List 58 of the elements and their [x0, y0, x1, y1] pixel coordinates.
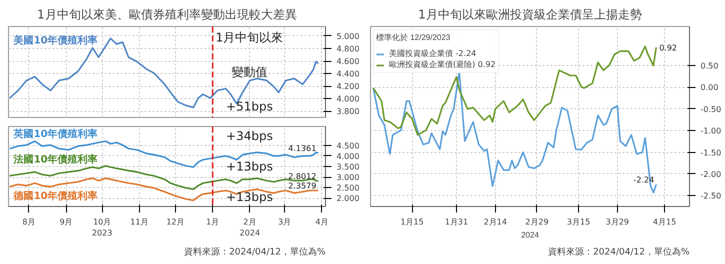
series-label: 法國10年債殖利率 [12, 154, 98, 166]
y-tick-label: 5.000 [336, 32, 360, 41]
y-tick-label: 0.50 [700, 62, 718, 71]
y-tick-label: 3.000 [336, 173, 360, 182]
y-tick-label: -0.50 [700, 104, 722, 114]
y-tick-label: 2.000 [336, 194, 360, 204]
chart-title: 1月中旬以來歐洲投資級企業債呈上揚走勢 [418, 8, 642, 22]
legend-title: 標準化於 12/29/2023 [376, 32, 452, 43]
annotation: 0.92 [659, 43, 678, 52]
x-axis-title: 2024 [521, 230, 540, 240]
y-tick-label: -1.50 [700, 148, 722, 158]
y-tick-label: -1.00 [700, 126, 722, 136]
annotation: 變動值 [231, 65, 268, 79]
y-tick-label: 0.00 [700, 83, 718, 92]
chart-title: 1月中旬以來美、歐債券殖利率變動出現較大差異 [37, 8, 297, 22]
annotation: 1月中旬以來 [216, 30, 284, 44]
legend-label: 歐洲投資級企業債(避險) 0.92 [389, 59, 496, 70]
x-tick-label: 9月 [60, 218, 73, 226]
x-tick-label: 3月 [278, 218, 292, 226]
x-tick-label: 8月 [22, 218, 36, 226]
source-note: 資料來源：2024/04/12，單位為% [184, 246, 326, 258]
x-tick-label: 3月15 [566, 218, 590, 226]
annotation: +13bps [226, 190, 273, 204]
y-tick-label: 2.500 [336, 184, 360, 193]
y-tick-label: 4.600 [336, 57, 360, 66]
annotation: 2.8012 [288, 172, 316, 182]
y-tick-label: -2.50 [700, 192, 722, 201]
x-tick-label: 12月 [166, 218, 185, 226]
x-tick-label: 4月15 [652, 218, 676, 226]
y-tick-label: 4.000 [336, 94, 360, 104]
x-tick-label: 1月31 [444, 218, 468, 226]
x-tick-label: 4月 [315, 218, 328, 226]
annotation: 2.3579 [288, 182, 316, 190]
annotation: +34bps [226, 129, 273, 144]
annotation: +13bps [226, 160, 273, 174]
x-tick-label: 1月15 [400, 218, 424, 226]
y-tick-label: 4.200 [336, 82, 360, 92]
series-label: 英國10年債殖利率 [12, 128, 98, 140]
y-tick-label: -2.00 [700, 170, 722, 179]
series-label: 美國10年債殖利率 [12, 34, 98, 46]
y-tick-label: 3.800 [336, 107, 360, 116]
y-tick-label: 4.800 [336, 44, 360, 54]
annotation: 4.1361 [288, 144, 316, 154]
y-tick-label: 3.500 [336, 162, 360, 172]
x-tick-label: 11月 [130, 218, 148, 226]
series-label: 德國10年債殖利率 [12, 190, 98, 202]
y-tick-label: 4.500 [336, 141, 360, 150]
x-tick-label: 10月 2023 [92, 218, 112, 238]
y-tick-label: 4.000 [336, 152, 360, 161]
y-tick-label: 4.400 [336, 70, 360, 79]
x-tick-label: 1月 [206, 218, 220, 226]
annotation: +51bps [226, 100, 273, 114]
x-tick-label: 2月29 [525, 218, 549, 226]
x-tick-label: 2月 2024 [240, 218, 260, 238]
x-tick-label: 2月14 [484, 218, 507, 226]
x-tick-label: 3月29 [606, 218, 630, 226]
source-note: 資料來源：2024/04/12，單位為% [548, 246, 690, 258]
legend-label: 美國投資級企業債 -2.24 [389, 48, 476, 59]
